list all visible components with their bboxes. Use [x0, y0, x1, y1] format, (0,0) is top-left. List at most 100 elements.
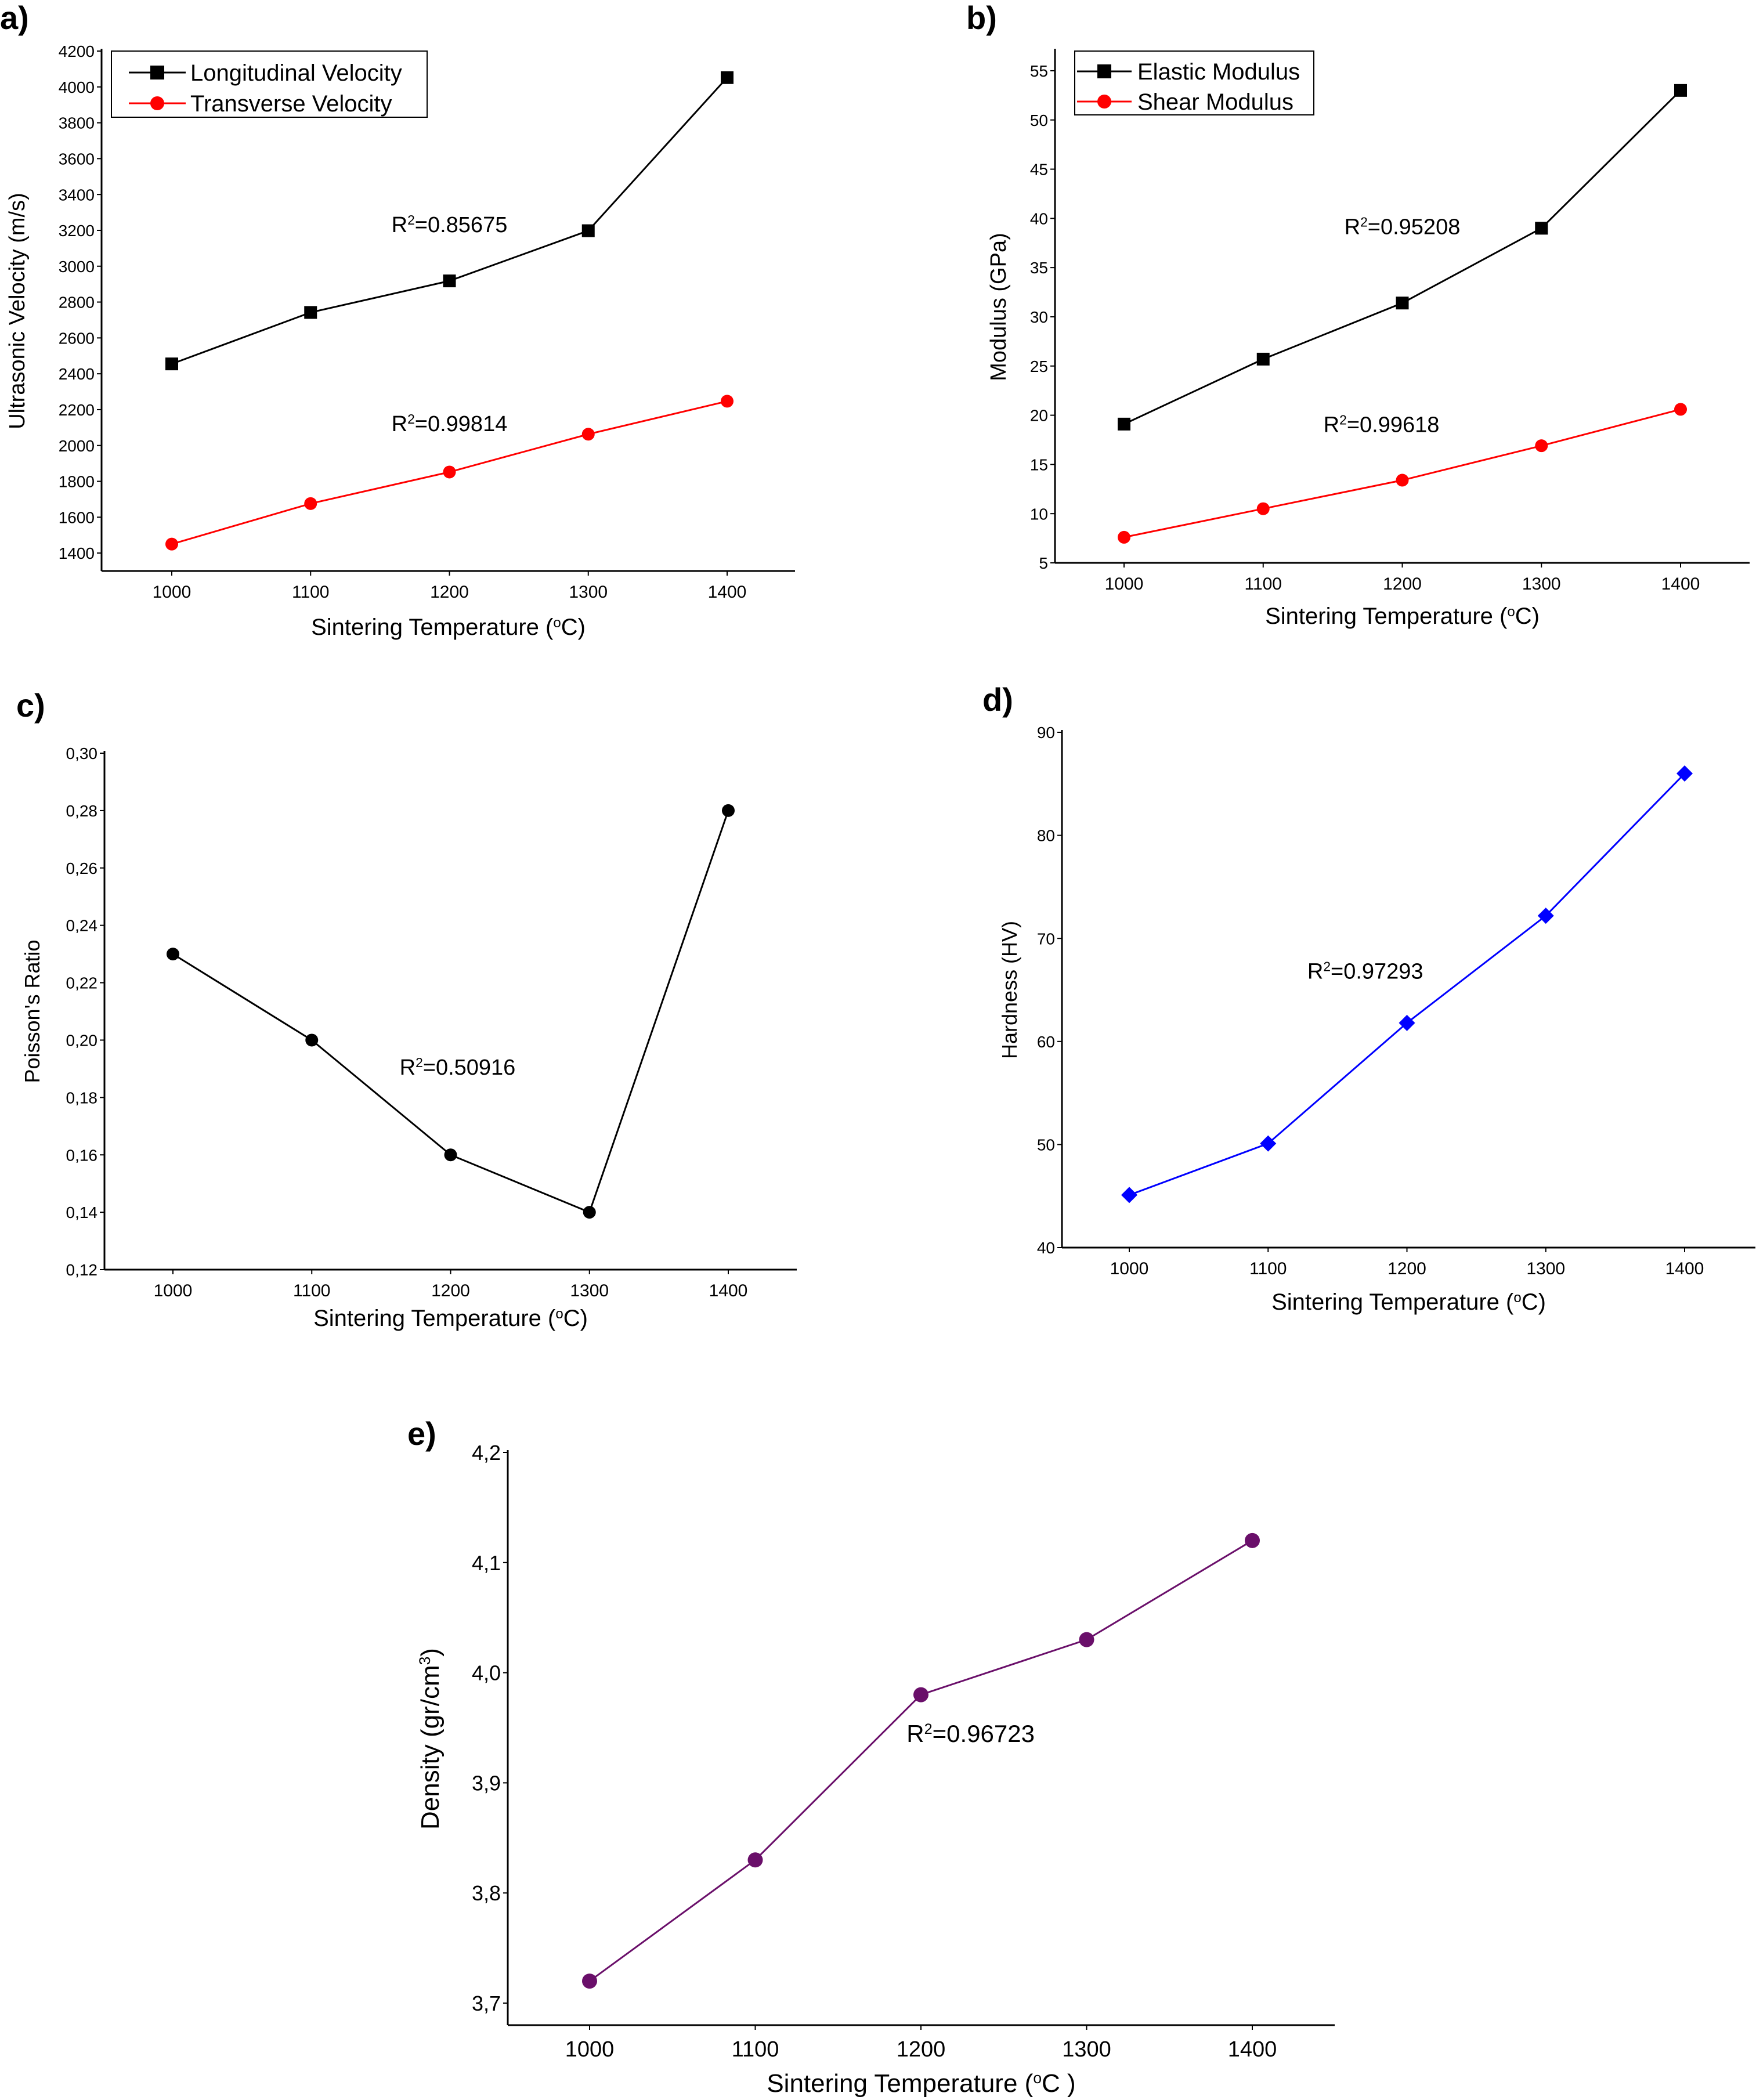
x-axis-title: Sintering Temperature (oC) [1271, 1289, 1546, 1315]
panel-d: d) 40 50 60 70 80 90 1000 1100 1200 1300 1400 Sinte… [982, 681, 1755, 1315]
x-tick-label: 1300 [570, 1281, 609, 1300]
y-tick-label: 0,14 [66, 1203, 98, 1221]
data-point-1-0 [165, 537, 178, 551]
data-point-0-0 [167, 948, 179, 961]
y-tick-label: 60 [1037, 1033, 1055, 1051]
data-point-0-1 [304, 306, 317, 319]
x-tick-label: 1100 [293, 1281, 331, 1300]
y-tick-label: 3,8 [472, 1881, 501, 1905]
data-point-1-0 [1118, 530, 1130, 544]
data-point-0-4 [1245, 1532, 1260, 1548]
y-tick-label: 2200 [59, 401, 95, 419]
y-tick-label: 4200 [59, 42, 95, 60]
panel-b-plot: 5 10 15 20 25 30 35 40 45 50 55 1000 1100 1200 1300 140… [987, 49, 1750, 629]
data-point-0-1 [305, 1033, 319, 1047]
panel-b-letter: b) [966, 0, 997, 36]
r-squared-annotation: R2=0.96723 [906, 1720, 1035, 1747]
y-tick-label: 0,20 [66, 1032, 98, 1050]
x-tick-label: 1100 [1249, 1259, 1287, 1278]
panel-e-plot: 3,7 3,8 3,9 4,0 4,1 4,2 1000 1100 1200 1300 1400 Si… [416, 1441, 1335, 2098]
data-point-0-2 [443, 274, 456, 288]
x-tick-label: 1100 [732, 2037, 779, 2062]
data-point-1-4 [1674, 403, 1687, 416]
panel-e-letter: e) [407, 1415, 436, 1452]
y-tick-label: 0,22 [66, 974, 98, 992]
data-point-0-1 [747, 1852, 763, 1868]
r-squared-annotation: R2=0.85675 [392, 212, 508, 237]
legend-label-elastic: Elastic Modulus [1137, 59, 1300, 85]
r-squared-annotation: R2=0.99814 [392, 411, 508, 436]
x-tick-label: 1400 [708, 583, 747, 602]
panel-b: b) 5 10 15 20 25 30 35 40 45 50 55 1000 1100 1200 1300… [966, 0, 1750, 629]
x-axis-title: Sintering Temperature (oC) [311, 615, 586, 640]
x-tick-label: 1000 [154, 1281, 193, 1300]
data-point-1-2 [443, 465, 456, 479]
y-tick-label: 25 [1030, 357, 1048, 375]
data-point-0-1 [1260, 1135, 1277, 1152]
y-tick-label: 30 [1030, 308, 1048, 326]
y-tick-label: 0,12 [66, 1261, 98, 1279]
y-tick-label: 3800 [59, 114, 95, 132]
data-point-1-4 [721, 395, 734, 408]
y-tick-label: 5 [1039, 554, 1048, 572]
x-tick-label: 1200 [430, 583, 469, 602]
data-point-0-3 [583, 1206, 596, 1219]
y-tick-label: 45 [1030, 161, 1048, 179]
y-tick-label: 10 [1030, 505, 1048, 523]
y-tick-label: 0,24 [66, 917, 98, 935]
x-tick-label: 1400 [709, 1281, 748, 1300]
y-axis-title: Hardness (HV) [998, 921, 1021, 1059]
panel-c-letter: c) [16, 687, 45, 724]
x-tick-label: 1400 [1661, 574, 1700, 594]
y-tick-label: 0,16 [66, 1146, 98, 1164]
y-tick-label: 55 [1030, 62, 1048, 80]
data-point-0-4 [1674, 84, 1687, 97]
y-tick-label: 2400 [59, 365, 95, 383]
y-axis-title: Modulus (GPa) [987, 233, 1011, 381]
x-axis-title: Sintering Temperature (oC) [313, 1306, 588, 1331]
data-point-1-1 [304, 497, 317, 510]
y-tick-label: 0,30 [66, 744, 98, 762]
y-tick-label: 1400 [59, 544, 95, 562]
y-tick-label: 4,2 [472, 1441, 501, 1465]
r-squared-annotation: R2=0.95208 [1345, 214, 1461, 239]
x-tick-label: 1300 [1522, 574, 1561, 594]
y-tick-label: 2000 [59, 437, 95, 455]
panel-c-plot: 0,12 0,14 0,16 0,18 0,20 0,22 0,24 0,26 0,28 0,30… [20, 744, 797, 1331]
legend-label-longitudinal: Longitudinal Velocity [190, 60, 402, 86]
x-tick-label: 1000 [153, 583, 192, 602]
y-tick-label: 80 [1037, 827, 1055, 845]
y-tick-label: 40 [1030, 209, 1048, 227]
data-point-0-2 [1399, 1014, 1415, 1031]
r-squared-annotation: R2=0.97293 [1307, 959, 1423, 984]
legend-marker-shear [1097, 95, 1111, 109]
data-point-0-0 [1118, 417, 1130, 431]
panel-a-plot: 1400 1600 1800 2000 2200 2400 2600 2800 3000 3200… [5, 42, 795, 640]
y-tick-label: 4,1 [472, 1551, 501, 1575]
x-tick-label: 1300 [1526, 1259, 1565, 1278]
data-point-0-3 [1535, 222, 1548, 235]
r-squared-annotation: R2=0.50916 [400, 1055, 516, 1080]
data-point-0-3 [1537, 908, 1554, 924]
x-tick-label: 1100 [1244, 574, 1282, 594]
x-tick-label: 1200 [431, 1281, 470, 1300]
y-tick-label: 90 [1037, 724, 1055, 742]
legend-box [111, 50, 428, 118]
y-tick-label: 70 [1037, 930, 1055, 948]
y-tick-label: 15 [1030, 456, 1048, 474]
data-point-0-4 [722, 804, 735, 817]
y-tick-label: 3400 [59, 186, 95, 204]
panel-a: a) 1400 1600 1800 2000 2200 2400 2600 2800 3000 3… [0, 0, 795, 640]
y-tick-label: 4,0 [472, 1661, 501, 1685]
y-tick-label: 20 [1030, 407, 1048, 425]
data-point-0-0 [582, 1974, 597, 1989]
panel-a-letter: a) [0, 0, 29, 36]
x-axis-title: Sintering Temperature (oC) [1265, 603, 1540, 629]
series-line-0 [589, 1539, 1253, 1982]
panel-b-legend: Elastic Modulus Shear Modulus [1074, 50, 1314, 115]
y-tick-label: 0,26 [66, 859, 98, 877]
legend-label-transverse: Transverse Velocity [190, 91, 392, 117]
y-tick-label: 3,9 [472, 1771, 501, 1795]
legend-marker-longitudinal [150, 66, 164, 79]
